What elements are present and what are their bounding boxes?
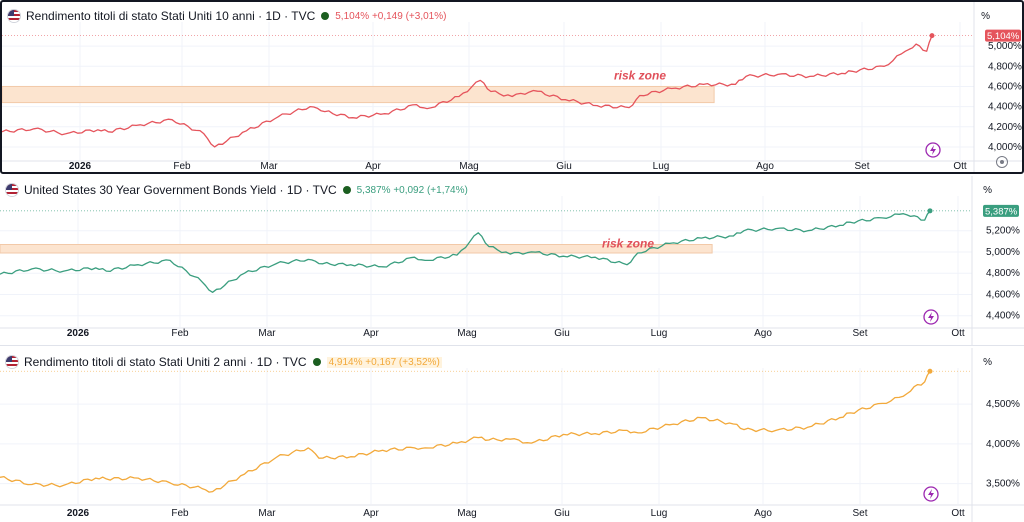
y-tick-label: 4,400% (986, 311, 1020, 322)
market-status-dot (312, 358, 321, 366)
unit-label: % (981, 11, 990, 22)
chart-panel-2y[interactable]: Rendimento titoli di stato Stati Uniti 2… (0, 348, 1024, 522)
chart-panel-30y[interactable]: United States 30 Year Government Bonds Y… (0, 176, 1024, 346)
time-axis-label: Ago (754, 508, 772, 519)
last-price-tag-text: 5,387% (985, 206, 1018, 217)
last-price-tag-text: 5,104% (987, 31, 1020, 42)
time-axis-label: Feb (173, 161, 191, 172)
chart-panel-10y[interactable]: Rendimento titoli di stato Stati Uniti 1… (0, 0, 1024, 174)
time-axis-label: Set (854, 161, 869, 172)
time-axis-label: Mag (459, 161, 478, 172)
time-axis-label: Apr (365, 161, 381, 172)
us-flag-icon (6, 356, 18, 368)
time-axis-label: Set (852, 328, 867, 339)
y-tick-label: 4,800% (986, 268, 1020, 279)
lightning-bolt-icon[interactable] (923, 486, 939, 502)
gear-icon[interactable] (996, 156, 1008, 168)
symbol-title[interactable]: Rendimento titoli di stato Stati Uniti 2… (24, 355, 307, 369)
time-axis-label: Feb (171, 508, 189, 519)
time-axis-label: Lug (653, 161, 670, 172)
lightning-bolt-icon-glyph (928, 489, 934, 499)
us-flag-icon (8, 10, 20, 22)
header-values: 4,914% +0,167 (+3,52%) (326, 356, 442, 368)
symbol-title[interactable]: Rendimento titoli di stato Stati Uniti 1… (26, 9, 316, 23)
series-line (0, 370, 931, 493)
risk-zone-label: risk zone (614, 68, 666, 82)
time-axis-label: Giu (554, 508, 570, 519)
market-status-dot (321, 12, 330, 20)
last-price-tag: 5,387% (983, 204, 1019, 217)
header-values: 5,104% +0,149 (+3,01%) (335, 10, 447, 22)
chart-2y[interactable]: 4,500% 4,000% 3,500% 2026 Feb Mar Apr Mag Giu Lug… (0, 348, 1024, 522)
last-price-tag: 5,104% (985, 29, 1021, 42)
chart-10y[interactable]: risk zone 5,000% 4,800% 4,600% 4,400% 4,200% 4… (2, 2, 1022, 172)
risk-zone-label: risk zone (602, 237, 654, 251)
lightning-bolt-icon-glyph (928, 312, 934, 322)
last-point-marker (927, 208, 933, 214)
y-tick-label: 5,200% (986, 226, 1020, 237)
y-tick-label: 4,200% (988, 122, 1022, 133)
time-axis-label: Ago (754, 328, 772, 339)
lightning-bolt-icon[interactable] (923, 309, 939, 325)
time-axis-label: Ott (953, 161, 967, 172)
y-tick-label: 4,000% (988, 142, 1022, 153)
y-tick-label: 4,800% (988, 61, 1022, 72)
time-axis-label: Mag (457, 328, 476, 339)
time-axis-label: Feb (171, 328, 189, 339)
time-axis-label: Giu (554, 328, 570, 339)
y-tick-label: 5,000% (988, 41, 1022, 52)
time-axis-label: 2026 (67, 508, 90, 519)
panel-header: United States 30 Year Government Bonds Y… (6, 183, 468, 197)
y-tick-label: 4,600% (986, 289, 1020, 300)
y-tick-label: 4,400% (988, 102, 1022, 113)
time-axis-label: Mag (457, 508, 476, 519)
time-axis-label: Mar (260, 161, 278, 172)
last-price-tag-bg (985, 29, 1021, 42)
panel-header: Rendimento titoli di stato Stati Uniti 2… (6, 355, 442, 369)
y-tick-label: 4,000% (986, 439, 1020, 450)
last-point-marker (927, 368, 933, 374)
time-axis-label: Apr (363, 328, 379, 339)
time-axis-label: Ago (756, 161, 774, 172)
symbol-title[interactable]: United States 30 Year Government Bonds Y… (24, 183, 337, 197)
unit-label: % (983, 185, 992, 196)
lightning-bolt-icon[interactable] (925, 142, 941, 158)
unit-label: % (983, 357, 992, 368)
last-point-marker (929, 33, 935, 39)
market-status-dot (342, 186, 351, 194)
y-tick-label: 3,500% (986, 479, 1020, 490)
time-axis-label: Set (852, 508, 867, 519)
lightning-bolt-icon-glyph (930, 145, 936, 155)
y-tick-label: 4,500% (986, 399, 1020, 410)
time-axis-label: Lug (651, 328, 668, 339)
time-axis-label: 2026 (69, 161, 92, 172)
time-axis-label: Ott (951, 328, 965, 339)
time-axis-label: Mar (258, 508, 276, 519)
last-price-tag-bg (983, 204, 1019, 217)
time-axis-label: Giu (556, 161, 572, 172)
panel-header: Rendimento titoli di stato Stati Uniti 1… (8, 9, 446, 23)
time-axis-label: Lug (651, 508, 668, 519)
y-tick-label: 5,000% (986, 247, 1020, 258)
series-line (0, 210, 931, 293)
risk-zone-box (2, 85, 715, 104)
time-axis-label: Mar (258, 328, 276, 339)
risk-zone-box (0, 244, 713, 254)
us-flag-icon (6, 184, 18, 196)
time-axis-label: Ott (951, 508, 965, 519)
time-axis-label: Apr (363, 508, 379, 519)
y-tick-label: 4,600% (988, 81, 1022, 92)
chart-30y[interactable]: risk zone 5,200% 5,000% 4,800% 4,600% 4,400% 5… (0, 176, 1024, 346)
header-values: 5,387% +0,092 (+1,74%) (356, 184, 468, 196)
time-axis-label: 2026 (67, 328, 90, 339)
series-line (2, 35, 933, 148)
